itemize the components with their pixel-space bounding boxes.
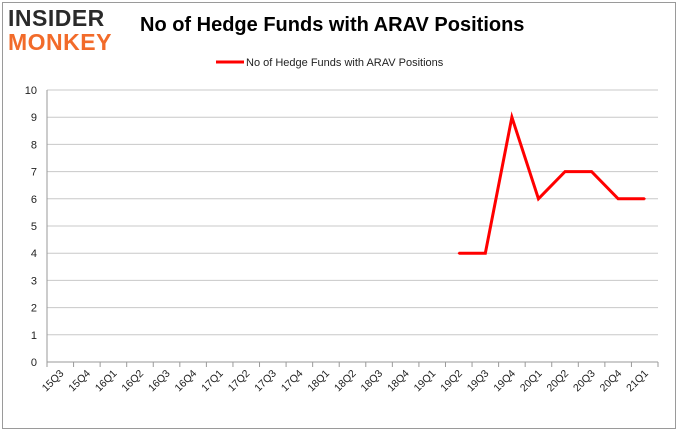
x-tick-label: 19Q1 bbox=[412, 368, 439, 395]
x-tick-label: 16Q2 bbox=[119, 368, 146, 395]
legend-label: No of Hedge Funds with ARAV Positions bbox=[246, 57, 444, 69]
x-tick-label: 16Q3 bbox=[146, 368, 173, 395]
y-tick-label: 1 bbox=[31, 330, 37, 342]
x-tick-label: 20Q4 bbox=[598, 368, 625, 395]
x-tick-label: 16Q1 bbox=[93, 368, 120, 395]
y-tick-label: 9 bbox=[31, 112, 37, 124]
x-tick-label: 15Q4 bbox=[66, 368, 93, 395]
data-point bbox=[590, 170, 593, 173]
x-tick-label: 17Q4 bbox=[279, 368, 306, 395]
x-tick-label: 19Q2 bbox=[438, 368, 465, 395]
x-tick-label: 18Q3 bbox=[359, 368, 386, 395]
x-tick-label: 19Q3 bbox=[465, 368, 492, 395]
logo-line1: INSIDER bbox=[8, 5, 105, 31]
y-tick-label: 7 bbox=[31, 167, 37, 179]
x-tick-label: 21Q1 bbox=[624, 368, 651, 395]
y-tick-label: 5 bbox=[31, 221, 37, 233]
y-tick-label: 6 bbox=[31, 194, 37, 206]
logo-line2: MONKEY bbox=[8, 29, 112, 55]
x-tick-label: 17Q1 bbox=[199, 368, 226, 395]
data-point bbox=[510, 116, 513, 119]
x-tick-label: 17Q3 bbox=[252, 368, 279, 395]
chart-title: No of Hedge Funds with ARAV Positions bbox=[140, 14, 525, 36]
data-point bbox=[564, 170, 567, 173]
series-line bbox=[458, 111, 645, 255]
data-point bbox=[617, 197, 620, 200]
y-tick-label: 4 bbox=[31, 248, 37, 260]
data-point bbox=[484, 252, 487, 255]
x-tick-label: 18Q1 bbox=[305, 368, 332, 395]
data-point bbox=[537, 197, 540, 200]
x-tick-label: 20Q1 bbox=[518, 368, 545, 395]
x-tick-label: 18Q4 bbox=[385, 368, 412, 395]
x-tick-label: 15Q3 bbox=[40, 368, 67, 395]
chart-frame bbox=[2, 2, 676, 429]
data-point bbox=[457, 252, 460, 255]
y-tick-label: 3 bbox=[31, 275, 37, 287]
x-tick-label: 16Q4 bbox=[173, 368, 200, 395]
y-tick-label: 8 bbox=[31, 139, 37, 151]
x-tick-label: 20Q3 bbox=[571, 368, 598, 395]
data-point bbox=[643, 197, 646, 200]
y-tick-label: 0 bbox=[31, 357, 37, 369]
insider-monkey-logo: INSIDER MONKEY bbox=[8, 6, 128, 58]
x-tick-label: 18Q2 bbox=[332, 368, 359, 395]
y-tick-label: 10 bbox=[25, 85, 37, 97]
y-tick-label: 2 bbox=[31, 303, 37, 315]
x-tick-label: 17Q2 bbox=[226, 368, 253, 395]
x-tick-label: 20Q2 bbox=[544, 368, 571, 395]
x-tick-label: 19Q4 bbox=[491, 368, 518, 395]
